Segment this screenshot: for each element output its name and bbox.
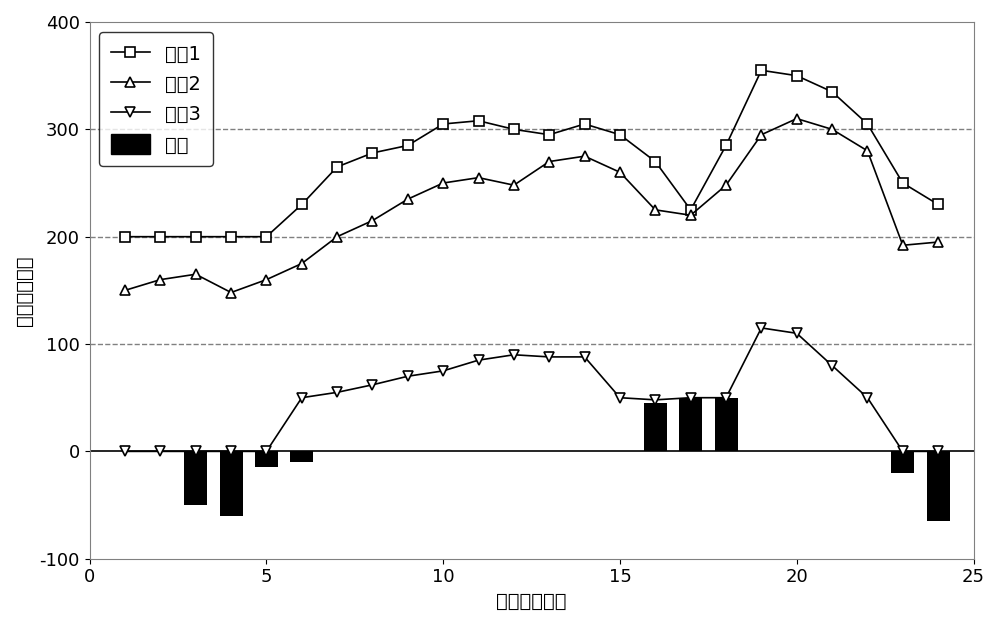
X-axis label: 时段（小时）: 时段（小时） — [496, 592, 567, 611]
Y-axis label: 功率（兆瓦）: 功率（兆瓦） — [15, 255, 34, 326]
Bar — [644, 403, 667, 451]
Bar — [290, 451, 313, 462]
Bar — [679, 398, 702, 451]
Bar — [927, 451, 950, 521]
Bar — [715, 398, 738, 451]
Legend: 机组1, 机组2, 机组3, 储能: 机组1, 机组2, 机组3, 储能 — [99, 32, 213, 167]
Bar — [184, 451, 207, 505]
Bar — [891, 451, 914, 473]
Bar — [255, 451, 278, 468]
Bar — [220, 451, 243, 516]
